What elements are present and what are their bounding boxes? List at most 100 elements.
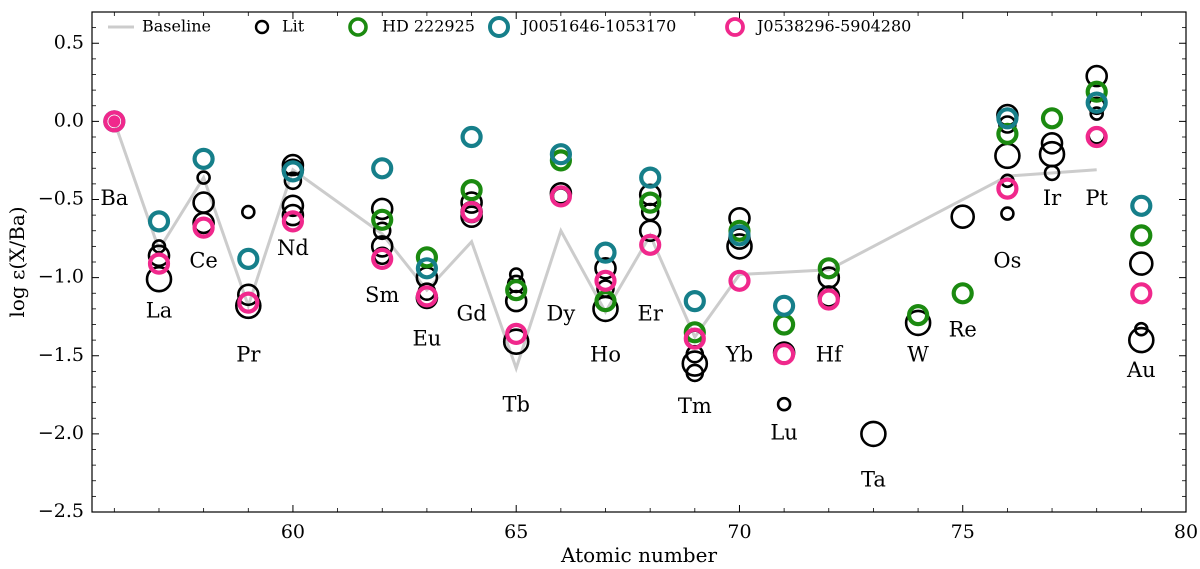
- data-point: [145, 265, 173, 293]
- data-point: [996, 122, 1019, 145]
- y-tick-label: −1.5: [38, 344, 84, 366]
- element-label-er: Er: [638, 302, 664, 326]
- data-point: [592, 295, 619, 323]
- data-point: [460, 200, 483, 224]
- data-point: [237, 291, 260, 314]
- data-point: [237, 283, 260, 307]
- baseline-line: [112, 120, 1097, 373]
- data-point: [681, 350, 709, 377]
- data-point: [996, 177, 1019, 200]
- data-point: [639, 233, 662, 256]
- x-tick-label: 60: [281, 521, 305, 543]
- legend-marker: [488, 16, 510, 38]
- ticks-layer: 60 65 70 75 80 −2.5 −2.0 −1.5 −1.0 −0.5 0.0 0.5: [38, 12, 1198, 543]
- element-label-au: Au: [1126, 358, 1156, 382]
- element-label-w: W: [907, 342, 929, 366]
- data-point: [906, 304, 930, 327]
- element-label-la: La: [146, 299, 172, 323]
- data-point: [1129, 251, 1154, 276]
- legend-marker: [725, 17, 745, 37]
- data-point: [371, 208, 394, 231]
- legend-label: HD 222925: [382, 17, 475, 36]
- data-point: [1085, 91, 1108, 114]
- data-point: [281, 210, 304, 233]
- y-tick-label: 0.5: [54, 31, 84, 53]
- data-point: [371, 157, 394, 180]
- x-tick-label: 80: [1174, 521, 1198, 543]
- data-point: [639, 191, 662, 214]
- data-point: [594, 241, 617, 264]
- data-point: [726, 233, 753, 260]
- data-point: [817, 288, 840, 311]
- series-j0051646-1053170: [103, 91, 1153, 317]
- element-label-gd: Gd: [456, 302, 486, 326]
- element-label-yb: Yb: [725, 342, 753, 366]
- element-label-lu: Lu: [770, 420, 797, 444]
- element-label-tb: Tb: [502, 392, 529, 416]
- data-point: [370, 197, 394, 221]
- element-label-ho: Ho: [590, 342, 621, 366]
- legend: Baseline Lit HD 222925 J0051646-1053170 J053…: [108, 16, 911, 38]
- data-point: [594, 290, 617, 313]
- element-label-pt: Pt: [1085, 186, 1108, 210]
- data-point: [192, 147, 215, 170]
- data-point: [237, 247, 260, 270]
- y-tick-label: −1.0: [38, 266, 84, 288]
- data-point: [460, 179, 483, 202]
- element-label-ir: Ir: [1043, 186, 1062, 210]
- data-point: [685, 363, 705, 383]
- data-point: [683, 290, 706, 313]
- points-layer: [103, 64, 1155, 448]
- data-point: [147, 252, 171, 275]
- legend-label: J0538296-5904280: [755, 17, 911, 36]
- data-point: [638, 219, 662, 243]
- data-point: [594, 256, 617, 280]
- data-point: [951, 282, 974, 305]
- data-point: [860, 420, 887, 448]
- x-tick-label: 75: [951, 521, 975, 543]
- data-point: [415, 246, 438, 269]
- data-point: [283, 171, 303, 191]
- data-point: [508, 267, 524, 282]
- data-point: [103, 110, 126, 133]
- y-tick-label: −2.5: [38, 500, 84, 522]
- data-point: [147, 244, 171, 268]
- data-point: [549, 143, 573, 166]
- element-label-eu: Eu: [412, 327, 441, 351]
- data-point: [1130, 224, 1153, 247]
- data-point: [776, 396, 792, 412]
- y-tick-label: −2.0: [38, 422, 84, 444]
- data-point: [994, 142, 1021, 170]
- data-point: [415, 257, 438, 280]
- data-point: [192, 191, 215, 214]
- y-axis-label: log ε(X/Ba): [5, 206, 29, 317]
- element-label-pr: Pr: [236, 342, 261, 366]
- x-axis-label: Atomic number: [560, 543, 717, 567]
- data-point: [728, 269, 751, 292]
- data-point: [502, 328, 530, 356]
- data-point: [1085, 80, 1108, 103]
- x-tick-label: 70: [727, 521, 751, 543]
- data-point: [950, 204, 976, 229]
- data-point: [372, 221, 392, 241]
- data-point: [904, 309, 932, 337]
- data-point: [371, 247, 394, 270]
- data-point: [1040, 132, 1064, 155]
- data-point: [505, 279, 528, 302]
- element-label-re: Re: [949, 317, 977, 341]
- data-point: [1085, 64, 1108, 88]
- element-label-dy: Dy: [547, 302, 576, 326]
- data-point: [728, 224, 751, 247]
- series-j0538296-5904280: [103, 110, 1153, 366]
- data-point: [370, 235, 394, 258]
- ba-reference-point: [108, 115, 121, 128]
- data-point: [192, 216, 215, 239]
- element-label-ba: Ba: [100, 186, 128, 210]
- data-point: [241, 204, 256, 220]
- legend-label: Lit: [282, 17, 305, 36]
- data-point: [460, 191, 483, 214]
- data-point: [817, 257, 840, 280]
- series-hd-222925: [371, 80, 1153, 344]
- element-label-ta: Ta: [861, 467, 886, 491]
